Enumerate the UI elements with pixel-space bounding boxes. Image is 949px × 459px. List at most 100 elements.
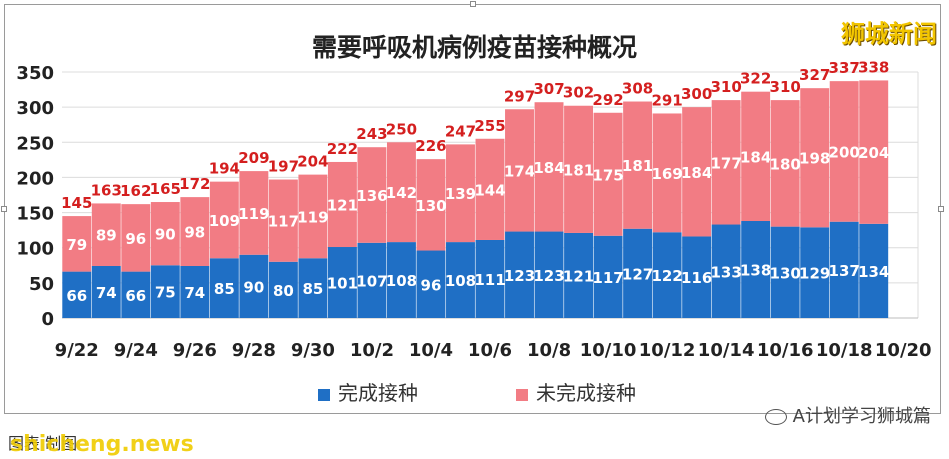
bar-vaccinated	[416, 250, 446, 318]
data-label-vaccinated: 116	[681, 269, 712, 287]
bar-vaccinated	[652, 232, 682, 318]
bar-unvaccinated	[298, 174, 328, 259]
x-tick-label: 9/26	[173, 340, 217, 361]
data-label-vaccinated: 133	[710, 263, 741, 281]
wechat-icon	[764, 409, 787, 425]
bar-vaccinated	[446, 242, 475, 318]
data-label-vaccinated: 108	[445, 272, 476, 290]
bar-unvaccinated	[682, 107, 712, 237]
data-label-unvaccinated: 90	[155, 226, 176, 244]
bar-vaccinated	[741, 221, 771, 318]
bar-unvaccinated	[180, 197, 210, 266]
bar-unvaccinated	[564, 105, 594, 233]
data-label-unvaccinated: 142	[386, 184, 417, 202]
bar-unvaccinated	[239, 171, 269, 255]
x-tick-label: 10/18	[816, 340, 873, 361]
data-label-vaccinated: 101	[327, 275, 358, 293]
data-label-unvaccinated: 169	[651, 165, 682, 183]
total-label: 302	[563, 84, 594, 102]
data-label-unvaccinated: 136	[356, 187, 387, 205]
x-tick-label: 10/10	[580, 340, 637, 361]
total-label: 291	[651, 91, 682, 109]
bar-unvaccinated	[741, 91, 771, 222]
total-label: 300	[681, 85, 712, 103]
site-watermark: shicheng.news	[10, 432, 194, 457]
data-label-vaccinated: 96	[421, 276, 442, 294]
data-label-unvaccinated: 184	[740, 148, 771, 166]
data-label-unvaccinated: 174	[504, 162, 535, 180]
bar-unvaccinated	[505, 109, 534, 232]
total-label: 163	[91, 181, 122, 199]
bar-vaccinated	[121, 271, 151, 318]
data-label-vaccinated: 137	[829, 262, 860, 280]
total-label: 307	[533, 80, 564, 98]
data-label-unvaccinated: 181	[622, 157, 653, 175]
data-label-vaccinated: 123	[504, 267, 535, 285]
bar-vaccinated	[593, 235, 623, 318]
data-label-vaccinated: 134	[858, 263, 889, 281]
data-label-unvaccinated: 198	[799, 150, 830, 168]
total-label: 310	[770, 78, 801, 96]
x-tick-label: 9/28	[232, 340, 276, 361]
data-label-vaccinated: 121	[563, 267, 594, 285]
bar-vaccinated	[386, 242, 416, 318]
y-tick-label: 350	[16, 63, 54, 84]
data-label-vaccinated: 111	[474, 271, 505, 289]
chart-title: 需要呼吸机病例疫苗接种概况	[311, 33, 637, 62]
footer-note: 图表 制图	[8, 434, 78, 453]
bar-unvaccinated	[593, 112, 623, 236]
total-label: 250	[386, 120, 417, 138]
total-label: 322	[740, 70, 771, 88]
resize-handle-top[interactable]	[470, 1, 476, 7]
legend-label-vaccinated: 完成接种	[338, 381, 418, 405]
bar-vaccinated	[180, 265, 210, 318]
data-label-unvaccinated: 117	[268, 213, 299, 231]
legend-label-unvaccinated: 未完成接种	[536, 381, 636, 405]
bar-vaccinated	[150, 265, 180, 318]
bar-vaccinated	[505, 231, 534, 318]
data-label-vaccinated: 127	[622, 265, 653, 283]
legend-swatch-unvaccinated	[516, 388, 528, 401]
x-tick-label: 10/6	[468, 340, 512, 361]
resize-handle-left[interactable]	[1, 206, 7, 212]
resize-handle-right[interactable]	[938, 206, 944, 212]
bar-unvaccinated	[121, 204, 151, 272]
total-label: 327	[799, 66, 830, 84]
bar-vaccinated	[534, 231, 564, 318]
bar-unvaccinated	[711, 100, 741, 225]
bar-vaccinated	[357, 242, 387, 318]
bar-unvaccinated	[386, 142, 416, 243]
bar-vaccinated	[327, 247, 357, 318]
legend-swatch-vaccinated	[318, 388, 330, 401]
x-tick-label: 10/4	[409, 340, 453, 361]
data-label-unvaccinated: 184	[533, 159, 564, 177]
bar-unvaccinated	[416, 159, 446, 251]
bar-unvaccinated	[859, 80, 889, 224]
data-label-unvaccinated: 139	[445, 185, 476, 203]
bar-unvaccinated	[91, 203, 121, 266]
bar-vaccinated	[268, 261, 298, 318]
bar-vaccinated	[91, 265, 121, 318]
data-label-unvaccinated: 130	[415, 197, 446, 215]
total-label: 204	[297, 153, 328, 171]
bar-unvaccinated	[475, 138, 505, 240]
bar-vaccinated	[829, 221, 859, 318]
data-label-unvaccinated: 121	[327, 196, 358, 214]
data-label-vaccinated: 74	[96, 284, 117, 302]
wechat-watermark: A计划学习狮城篇	[764, 402, 931, 428]
bar-vaccinated	[62, 271, 92, 318]
x-tick-label: 9/24	[114, 340, 158, 361]
data-label-vaccinated: 85	[214, 280, 235, 298]
data-label-unvaccinated: 200	[829, 143, 860, 161]
total-label: 165	[150, 180, 181, 198]
y-tick-label: 100	[16, 239, 54, 260]
bar-unvaccinated	[770, 100, 800, 227]
x-tick-label: 10/16	[757, 340, 814, 361]
bar-vaccinated	[800, 227, 830, 318]
data-label-vaccinated: 107	[356, 272, 387, 290]
data-label-unvaccinated: 204	[858, 144, 889, 162]
data-label-vaccinated: 123	[533, 267, 564, 285]
total-label: 338	[858, 58, 889, 76]
bar-vaccinated	[859, 223, 889, 318]
data-label-unvaccinated: 184	[681, 164, 712, 182]
